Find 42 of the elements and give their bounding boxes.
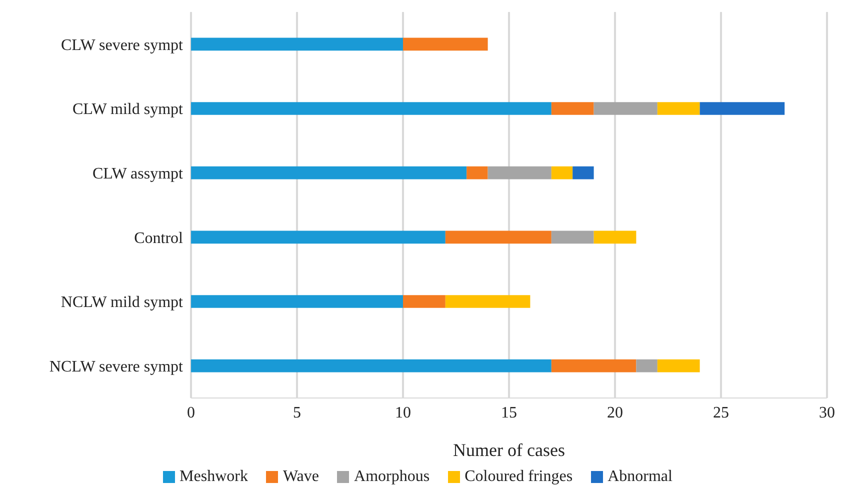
bar <box>572 166 594 180</box>
bar <box>403 295 446 308</box>
y-tick-label: CLW severe sympt <box>60 36 184 54</box>
legend-label: Abnormal <box>606 468 672 486</box>
x-tick-label: 10 <box>395 404 411 422</box>
bar <box>445 230 552 244</box>
bar <box>636 359 658 372</box>
y-tick-label: NCLW mild sympt <box>60 294 184 312</box>
bar <box>657 102 700 115</box>
bar <box>551 166 573 180</box>
bar <box>551 102 594 115</box>
y-tick-label: CLW mild sympt <box>72 101 184 118</box>
bar <box>191 295 403 308</box>
bar <box>403 38 488 51</box>
bar <box>551 359 636 372</box>
bar <box>191 230 446 244</box>
bar <box>191 38 403 51</box>
bar <box>191 166 467 180</box>
x-tick-label: 15 <box>501 404 517 422</box>
legend-label: Wave <box>282 468 320 486</box>
legend-label: Meshwork <box>178 468 248 486</box>
x-tick-label: 25 <box>713 404 729 422</box>
bar <box>700 102 785 115</box>
x-tick-label: 20 <box>607 404 623 422</box>
bar <box>191 359 552 372</box>
bar <box>657 359 700 372</box>
bar <box>191 102 552 115</box>
bar <box>445 295 530 308</box>
legend-label: Coloured fringes <box>464 468 573 486</box>
x-tick-label: 0 <box>187 404 195 422</box>
y-tick-label: Control <box>134 230 184 247</box>
x-tick-label: 30 <box>819 404 835 422</box>
y-tick-label: NCLW severe sympt <box>49 358 184 376</box>
bar <box>466 166 488 180</box>
y-tick-label: CLW assympt <box>92 166 184 183</box>
bar <box>594 102 658 115</box>
bar <box>594 230 636 244</box>
x-axis-title: Numer of cases <box>453 440 565 460</box>
bar <box>488 166 552 180</box>
x-tick-label: 5 <box>293 404 301 422</box>
legend-label: Amorphous <box>353 468 430 486</box>
bar <box>551 230 594 244</box>
